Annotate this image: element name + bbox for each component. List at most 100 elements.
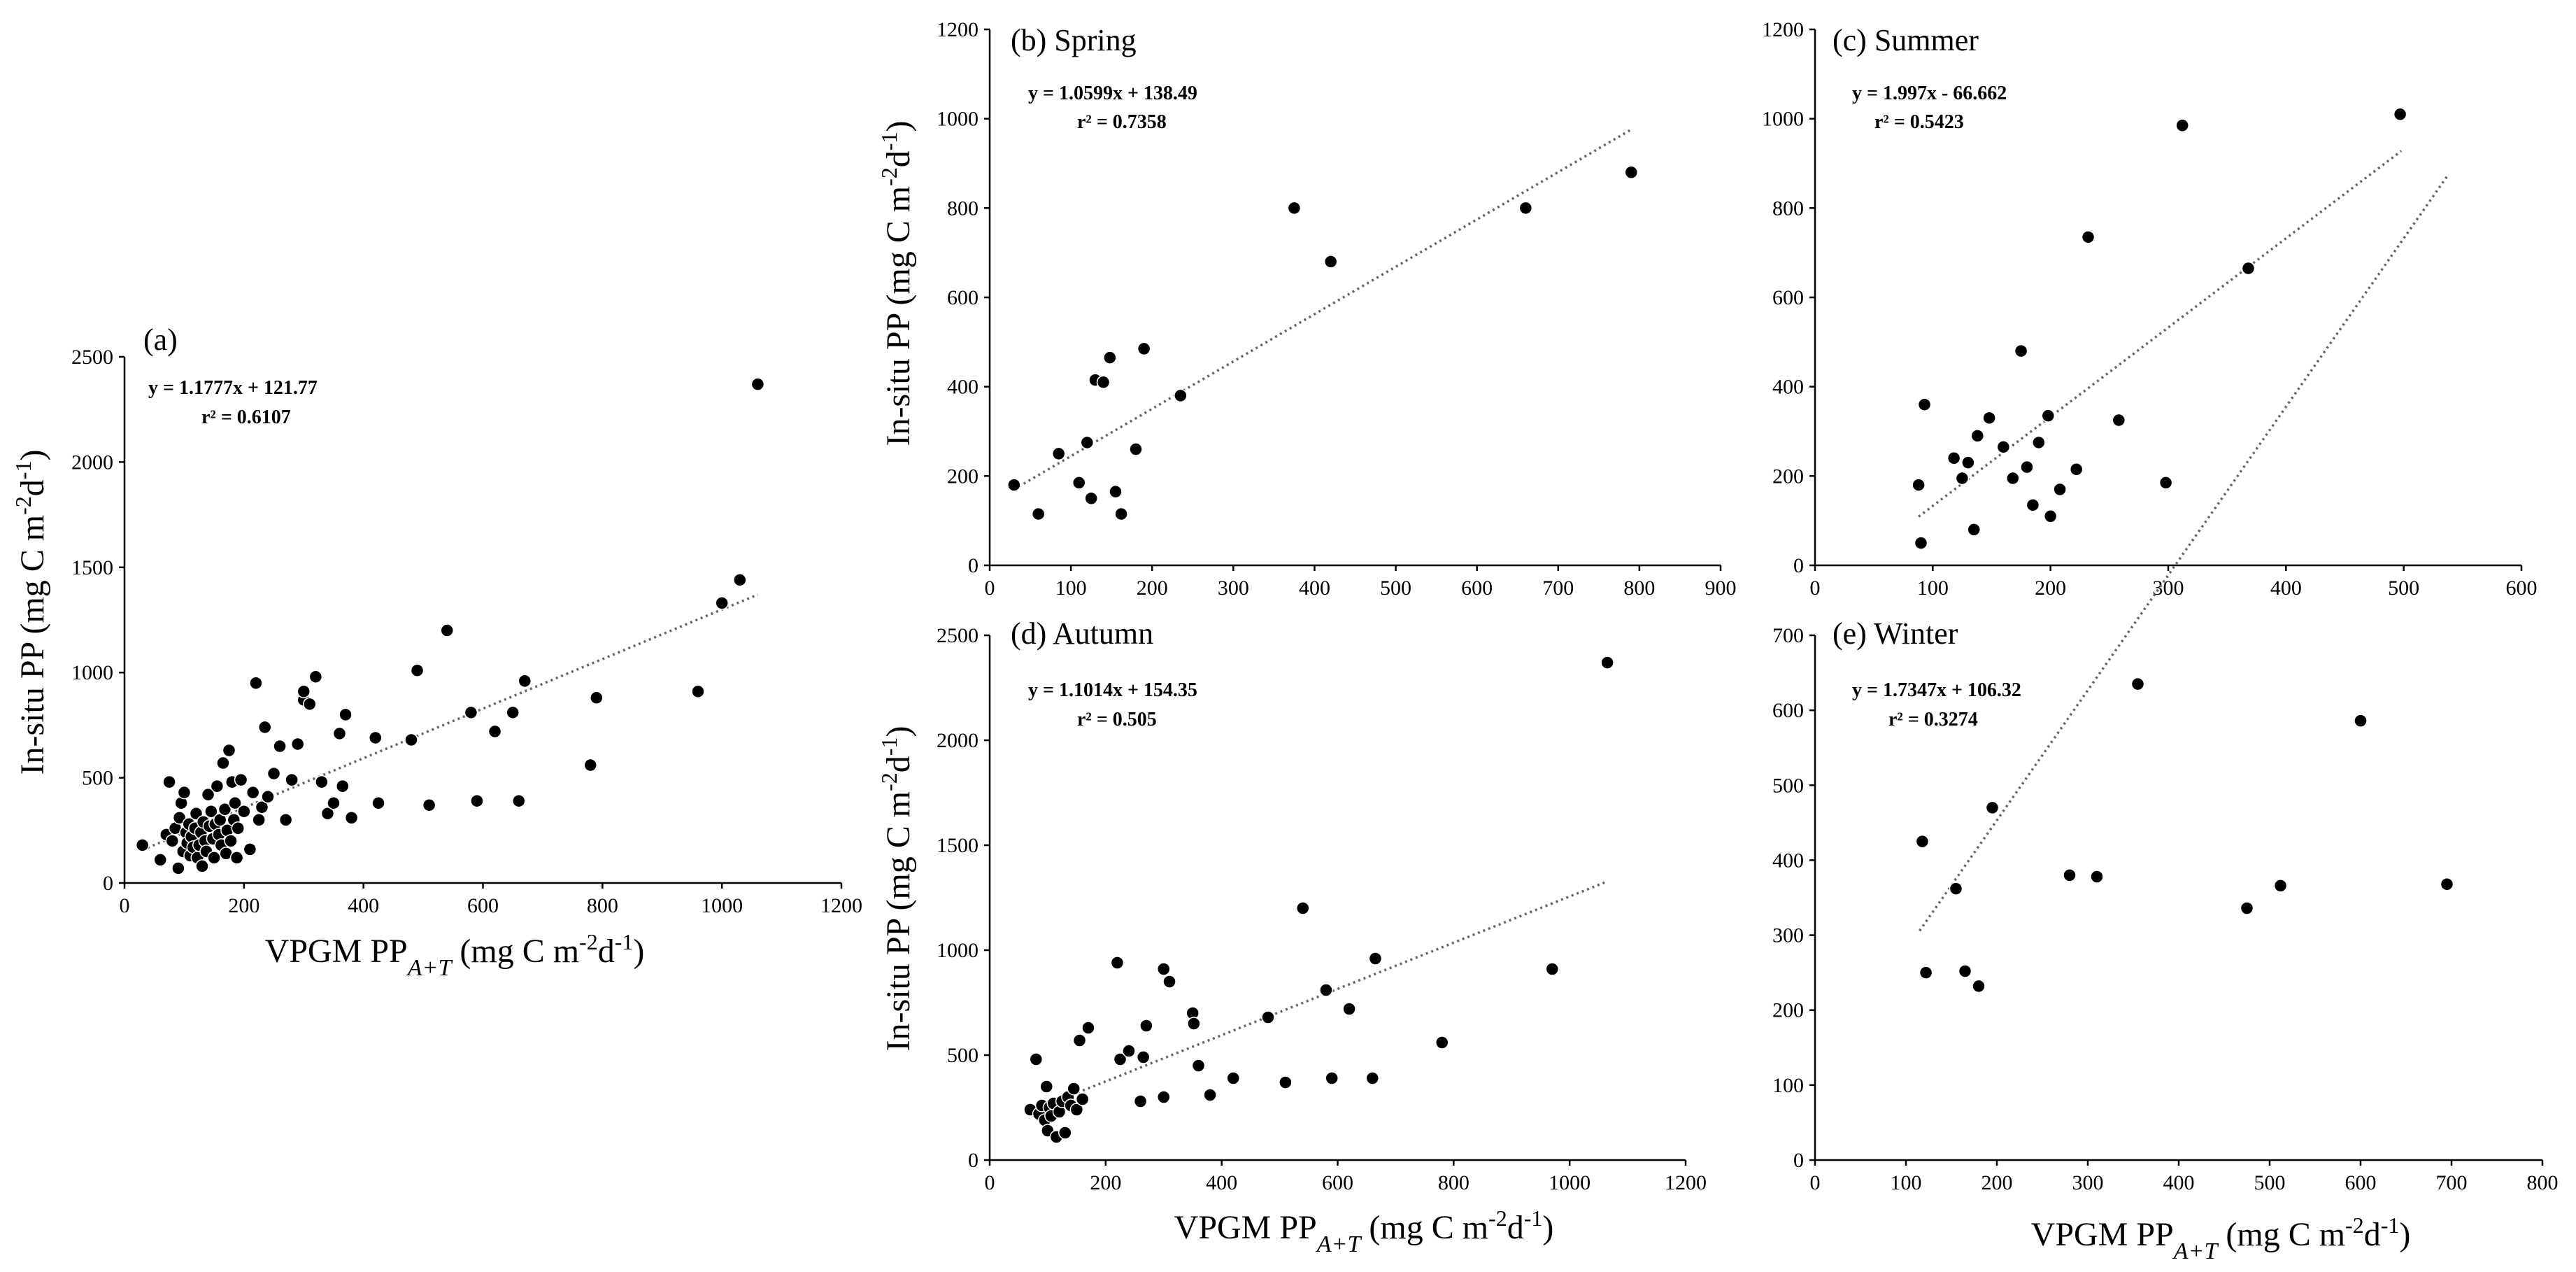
data-point [1007,478,1021,492]
data-point [1912,478,1926,492]
x-tick-label: 1000 [701,894,743,917]
panel-c-title: (c) Summer [1833,23,1979,57]
x-tick-label: 1200 [820,894,862,917]
data-point [2240,901,2254,915]
x-tick-label: 500 [2388,577,2419,600]
data-point [1122,1044,1136,1058]
data-point [1947,451,1961,465]
data-point [518,674,532,688]
data-point [320,806,335,821]
data-point [512,793,526,808]
panel-b-equation: y = 1.0599x + 138.49 [1028,83,1197,104]
data-point [229,851,244,865]
x-tick-label: 400 [1206,1171,1237,1194]
x-tick-label: 300 [2153,577,2184,600]
data-point [1081,1021,1095,1035]
data-point [245,785,260,800]
x-tick-label: 200 [1090,1171,1121,1194]
x-tick-label: 100 [1055,577,1087,600]
y-tick-label: 300 [1772,924,1804,947]
data-point [297,684,311,699]
x-tick-label: 200 [228,894,259,917]
data-point [261,789,275,804]
panel-c-equation: y = 1.997x - 66.662 [1852,83,2007,104]
data-point [135,838,150,852]
data-point [290,737,305,751]
data-point [266,766,281,781]
data-point [1226,1071,1240,1085]
x-tick-label: 0 [120,894,130,917]
data-point [2043,509,2058,523]
data-point [285,772,299,787]
x-tick-label: 700 [2436,1171,2468,1194]
panel-b-trendline [1013,128,1632,490]
data-point [410,663,425,677]
data-point [171,861,185,875]
panel-d-r2: r² = 0.505 [1077,709,1157,730]
x-tick-label: 900 [1705,577,1737,600]
data-point [339,707,353,722]
x-tick-label: 500 [1380,577,1411,600]
data-point [1624,165,1639,180]
data-point [2440,877,2454,891]
y-tick-label: 0 [103,872,113,895]
x-tick-label: 1200 [1665,1171,1707,1194]
panel-a-title: (a) [143,323,178,357]
data-point [162,775,176,789]
x-tick-label: 0 [1810,577,1821,600]
x-tick-label: 0 [1810,1171,1821,1194]
data-point [218,802,232,817]
data-point [327,796,341,810]
data-point [153,853,167,867]
x-tick-label: 400 [2163,1171,2195,1194]
y-tick-label: 500 [947,1044,979,1067]
data-point [2063,868,2077,882]
data-point [224,834,238,848]
panel-e-trendline [1919,176,2448,932]
data-point [1915,834,1930,849]
panel-c-trendline [1918,150,2403,518]
data-point [2014,344,2028,358]
y-tick-label: 500 [82,767,113,790]
data-point [2026,498,2040,512]
y-tick-label: 700 [1772,624,1804,647]
y-tick-label: 2500 [71,346,113,369]
data-point [278,813,293,827]
x-tick-label: 100 [1891,1171,1922,1194]
data-point [207,851,221,865]
data-point [1955,471,1970,486]
data-point [2130,677,2145,691]
data-point [440,623,454,637]
data-point [1518,201,1533,215]
data-point [488,724,502,739]
x-tick-label: 0 [985,577,995,600]
y-tick-label: 1200 [937,18,979,41]
x-tick-label: 600 [2506,577,2538,600]
data-point [715,596,729,610]
y-axis-label-a: In-situ PP (mg C m-2d-1) [10,450,51,775]
y-tick-label: 1000 [937,108,979,131]
y-tick-label: 0 [968,1149,979,1172]
data-point [237,804,251,819]
data-point [1600,656,1614,670]
y-tick-label: 200 [947,465,979,488]
data-point [1342,1002,1356,1016]
data-point [1187,1017,1201,1031]
data-point [1323,255,1338,269]
data-point [1096,375,1111,390]
x-tick-label: 600 [1322,1171,1353,1194]
y-tick-label: 600 [1772,286,1804,309]
data-point [1287,201,1302,215]
y-tick-label: 600 [947,286,979,309]
data-point [1137,341,1151,356]
data-point [1972,979,1986,994]
y-tick-label: 200 [1772,999,1804,1022]
data-point [1114,507,1128,521]
x-tick-label: 0 [985,1171,995,1194]
x-tick-label: 200 [1981,1171,2013,1194]
data-point [2112,413,2126,427]
x-tick-label: 500 [2254,1171,2286,1194]
data-point [1051,446,1066,461]
data-point [308,670,323,684]
